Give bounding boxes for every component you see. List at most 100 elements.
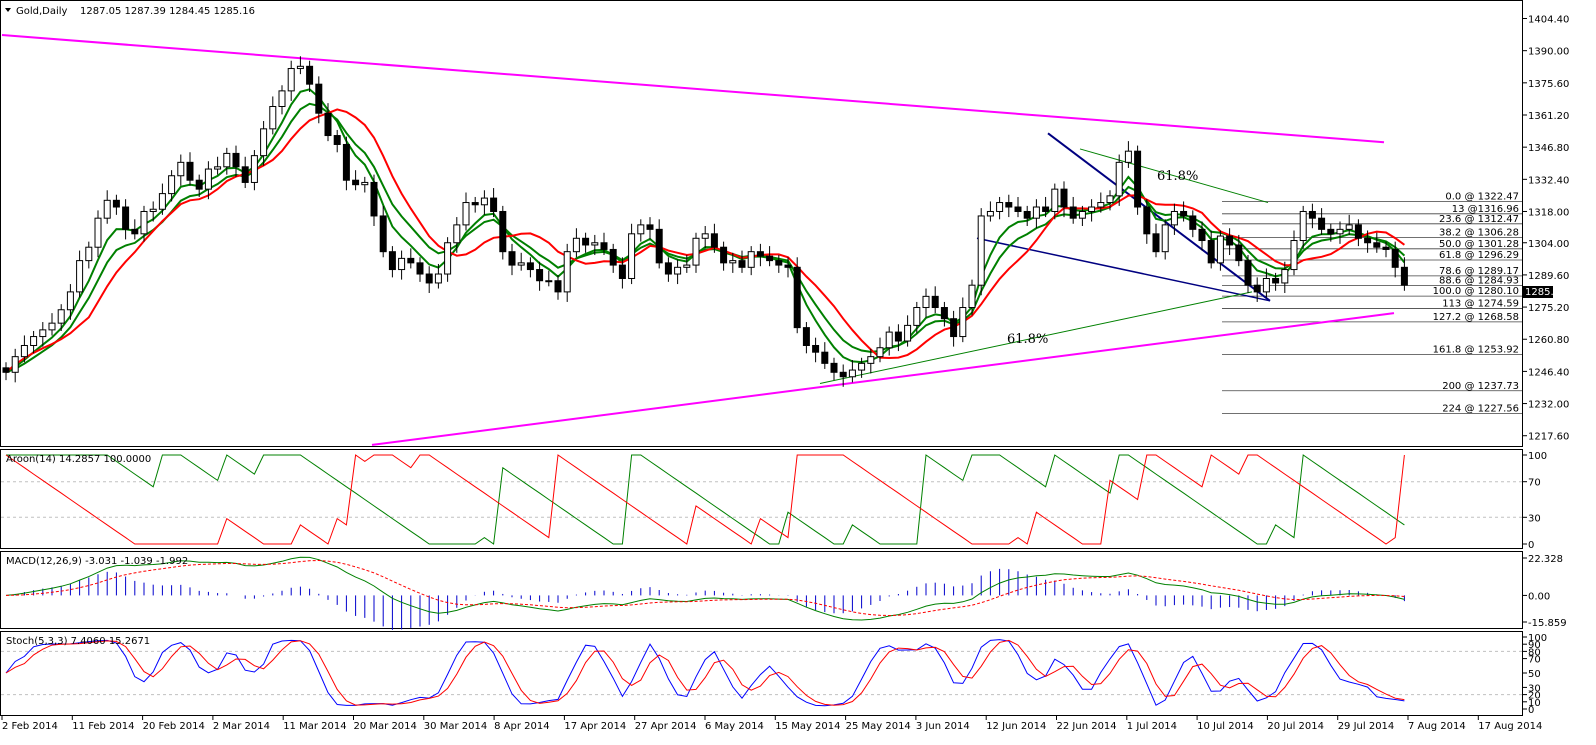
candle-body (922, 295, 930, 309)
fib-level-label: 224 @ 1227.56 (1442, 403, 1519, 414)
aroon-tick-label: 100 (1528, 451, 1547, 462)
candle-body (103, 199, 111, 219)
candle-body (1299, 210, 1307, 242)
candle-body (1253, 284, 1261, 293)
candle-body (766, 255, 774, 262)
candle-body (471, 202, 479, 206)
candle-body (729, 260, 737, 264)
candle-body (1281, 269, 1289, 284)
candle-body (1060, 188, 1068, 208)
candle-body (1051, 188, 1059, 212)
candle-body (1207, 240, 1215, 264)
candle-body (572, 237, 580, 253)
macd-title: MACD(12,26,9) -3.031 -1.039 -1.992 (6, 556, 188, 567)
candle-body (692, 237, 700, 266)
current-price-tag (1523, 286, 1553, 298)
fib-level-label: 200 @ 1237.73 (1442, 381, 1519, 392)
fib-level-label: 100.0 @ 1280.10 (1433, 286, 1519, 297)
candle-body (112, 199, 120, 208)
price-tick-label: 1390.00 (1528, 47, 1569, 58)
candle-body (1308, 210, 1316, 219)
candle-body (177, 161, 185, 177)
candle-body (30, 336, 38, 346)
indicator-axes: 1007030022.3280.00-15.859100908070503020… (1522, 451, 1567, 716)
stoch-tick-label: 10 (1528, 698, 1541, 709)
lower-trendline (371, 312, 1395, 446)
date-tick-label: 17 Aug 2014 (1478, 721, 1542, 732)
candle-body (867, 356, 875, 364)
stoch-k-line (5, 639, 1405, 707)
candle-body (1391, 248, 1399, 268)
candle-body (1014, 206, 1022, 212)
fib-diagonal-upper (1079, 148, 1269, 204)
current-price-label: 1285.16 (1525, 287, 1566, 298)
candle-body (968, 284, 976, 309)
candle-body (278, 90, 286, 108)
candle-body (39, 329, 47, 338)
candle-body (1364, 237, 1372, 244)
fib-diagonal-lower (819, 291, 1253, 384)
candle-body (1345, 224, 1353, 230)
macd-tick-label: 0.00 (1528, 591, 1550, 602)
candle-body (1078, 210, 1086, 219)
candle-body (1198, 228, 1206, 242)
candle-body (490, 197, 498, 212)
candle-body (885, 331, 893, 349)
slow-ma-line (5, 108, 1405, 374)
stoch-d-line (5, 639, 1405, 706)
stoch-lines (1, 639, 1522, 707)
candle-body (858, 362, 866, 371)
price-tick-label: 1404.40 (1528, 15, 1569, 26)
candle-body (977, 215, 985, 286)
candle-body (85, 246, 93, 262)
candle-body (1023, 210, 1031, 219)
candle-body (462, 202, 470, 226)
candle-body (1161, 224, 1169, 253)
candle-body (913, 307, 921, 326)
candle-body (876, 347, 884, 358)
candle-body (1318, 217, 1326, 230)
date-tick-label: 30 Mar 2014 (424, 721, 487, 732)
candle-body (241, 166, 249, 183)
chevron-down-icon[interactable] (5, 8, 11, 12)
candle-body (140, 210, 148, 235)
fib-level-label: 50.0 @ 1301.28 (1439, 239, 1519, 250)
candle-body (1189, 215, 1197, 230)
date-tick-label: 25 May 2014 (846, 721, 911, 732)
candle-body (287, 68, 295, 92)
candle-body (168, 175, 176, 195)
macd-lines (5, 556, 1405, 630)
candle-body (11, 356, 19, 373)
date-tick-label: 20 Mar 2014 (354, 721, 417, 732)
candle-body (637, 224, 645, 235)
ohlc-values: 1287.05 1287.39 1284.45 1285.16 (80, 6, 255, 17)
candle-body (2, 367, 10, 373)
candle-body (223, 152, 231, 168)
aroon-down-line (5, 454, 1405, 545)
aroon-panel[interactable] (0, 449, 1523, 549)
candle-body (931, 295, 939, 309)
fib-level-label: 23.6 @ 1312.47 (1439, 214, 1519, 225)
candle-body (333, 135, 341, 145)
candle-body (747, 251, 755, 268)
fib-level-label: 13 @1316.96 (1452, 204, 1519, 215)
candle-body (1216, 235, 1224, 264)
candle-body (149, 208, 157, 212)
candle-body (683, 264, 691, 268)
candle-body (195, 179, 203, 190)
candle-body (66, 291, 74, 311)
price-tick-label: 1361.20 (1528, 111, 1569, 122)
stoch-tick-label: 0 (1528, 705, 1534, 716)
candle-body (1354, 224, 1362, 239)
price-tick-label: 1217.60 (1528, 432, 1569, 443)
candle-body (830, 362, 838, 373)
date-tick-label: 29 Jul 2014 (1338, 721, 1395, 732)
candle-body (904, 324, 912, 342)
stoch-tick-label: 70 (1528, 655, 1541, 666)
stoch-title: Stoch(5,3,3) 7.4060 15.2671 (6, 636, 150, 647)
fib-level-label: 161.8 @ 1253.92 (1433, 345, 1519, 356)
price-tick-label: 1289.60 (1528, 271, 1569, 282)
candle-body (76, 260, 84, 293)
candle-body (1042, 206, 1050, 212)
candle-body (1382, 246, 1390, 250)
